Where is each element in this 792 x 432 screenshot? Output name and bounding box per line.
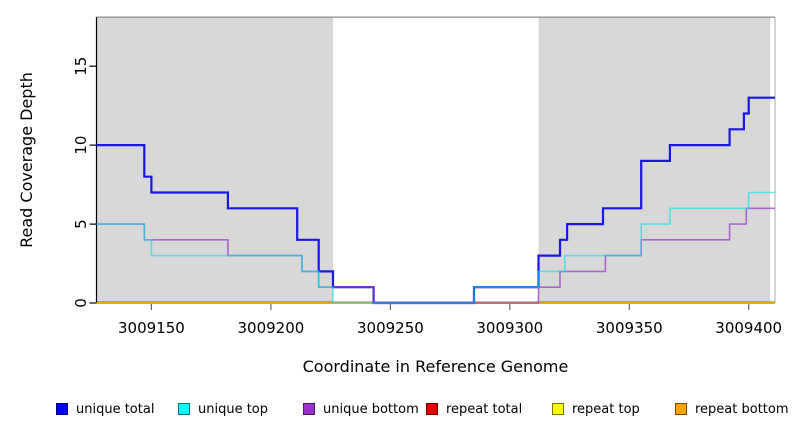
legend-label: unique bottom — [323, 401, 419, 417]
legend-swatch-unique-bottom — [303, 403, 315, 415]
x-tick-label: 3009300 — [476, 319, 543, 337]
legend-label: unique top — [198, 401, 269, 417]
y-tick-label: 5 — [72, 219, 90, 229]
legend-swatch-repeat-top — [552, 403, 564, 415]
legend-label: repeat total — [446, 401, 523, 417]
x-tick-label: 3009150 — [118, 319, 185, 337]
legend-label: repeat top — [572, 401, 640, 417]
x-tick-label: 3009400 — [715, 319, 782, 337]
shaded-region — [96, 17, 333, 303]
legend-item-unique-total: unique total — [56, 399, 154, 419]
y-tick-label: 0 — [72, 298, 90, 308]
x-tick-label: 3009200 — [237, 319, 304, 337]
shaded-region — [538, 17, 771, 303]
legend-item-unique-bottom: unique bottom — [303, 399, 419, 419]
legend-item-unique-top: unique top — [178, 399, 268, 419]
legend-item-repeat-total: repeat total — [426, 399, 522, 419]
legend-item-repeat-bottom: repeat bottom — [675, 399, 789, 419]
series-unique-top — [96, 191, 775, 304]
x-tick-label: 3009350 — [596, 319, 663, 337]
legend-swatch-repeat-total — [426, 403, 438, 415]
y-axis-title: Read Coverage Depth — [17, 72, 36, 248]
legend-label: repeat bottom — [695, 401, 789, 417]
series-unique-bottom — [96, 207, 775, 304]
y-tick-label: 10 — [72, 136, 90, 155]
legend-swatch-unique-total — [56, 403, 68, 415]
x-tick-label: 3009250 — [357, 319, 424, 337]
y-tick-label: 15 — [72, 57, 90, 76]
legend-swatch-unique-top — [178, 403, 190, 415]
legend-item-repeat-top: repeat top — [552, 399, 640, 419]
legend-label: unique total — [76, 401, 155, 417]
x-axis-title: Coordinate in Reference Genome — [302, 357, 569, 376]
legend-swatch-repeat-bottom — [675, 403, 687, 415]
legend: unique total unique top unique bottom re… — [0, 399, 792, 421]
